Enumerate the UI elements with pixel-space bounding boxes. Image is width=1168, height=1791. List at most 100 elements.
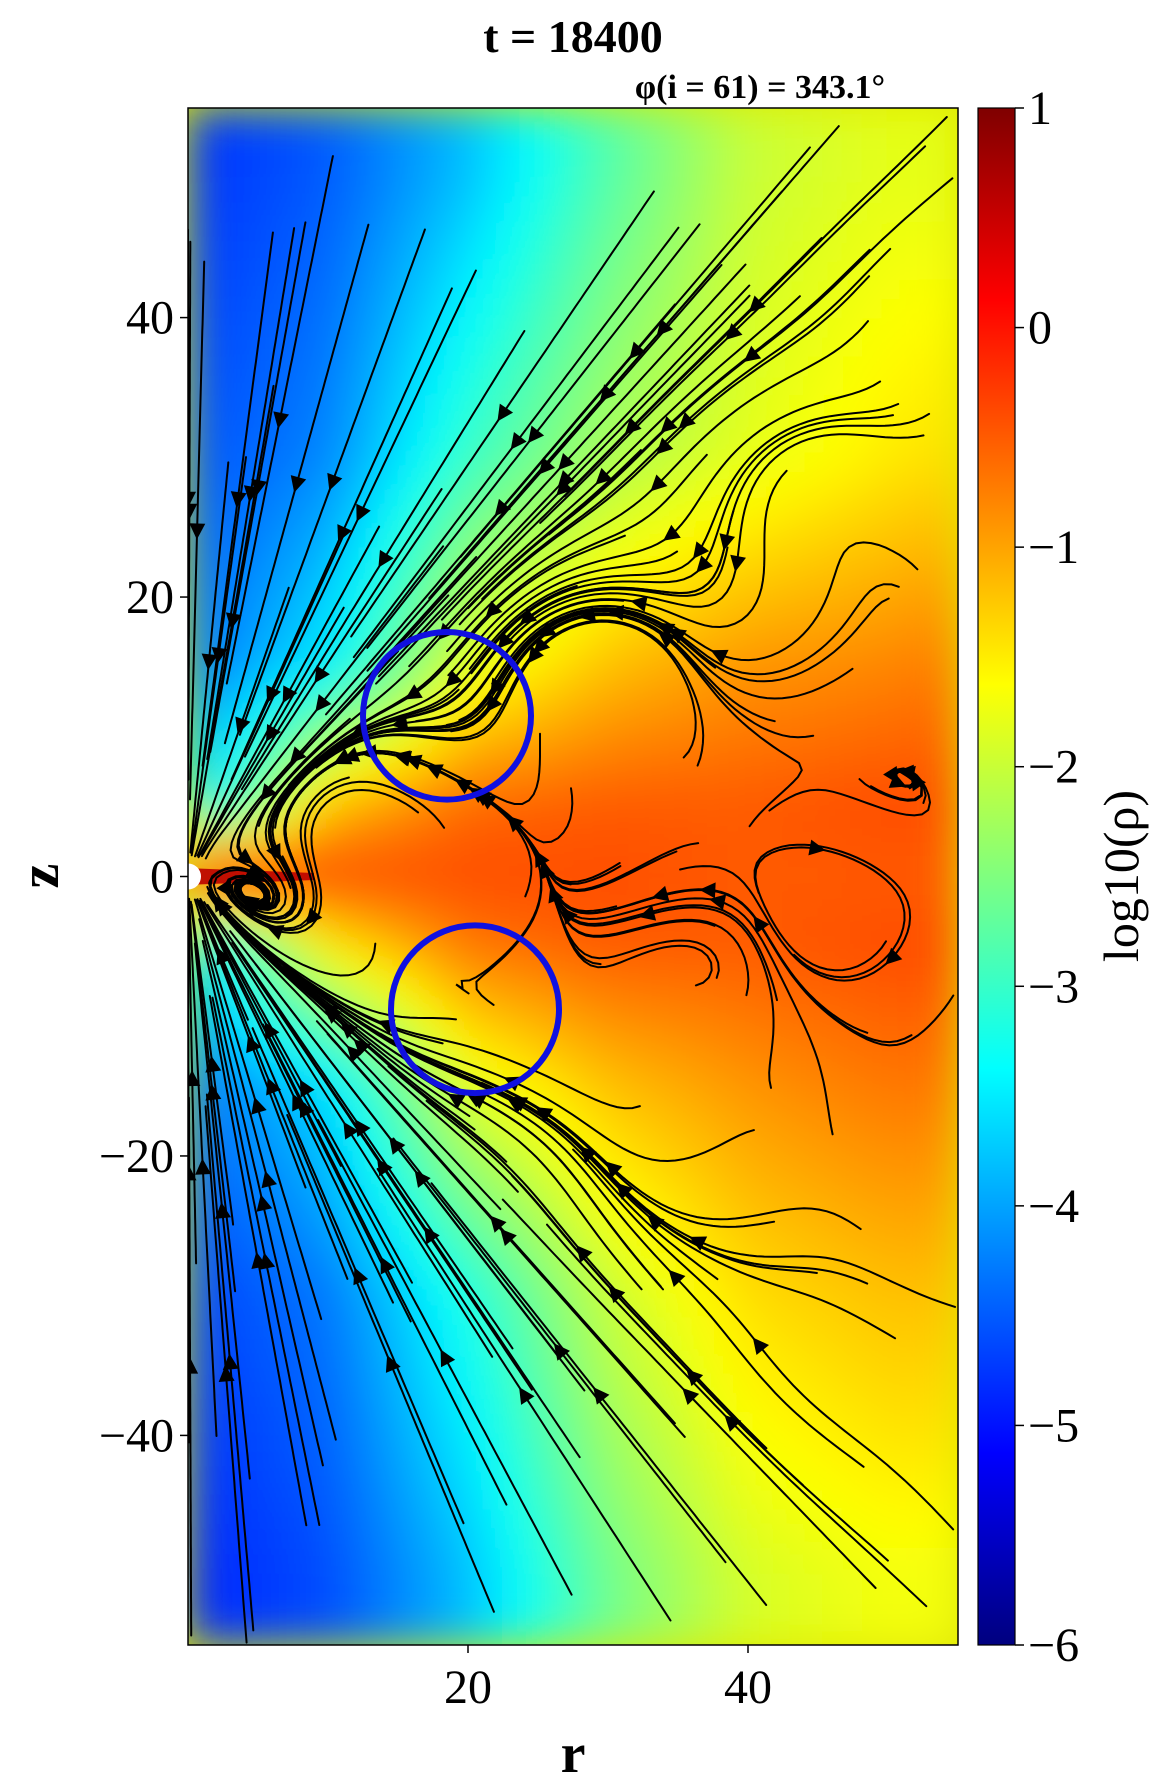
streamline-arrow [189, 523, 206, 540]
heatmap-cell [899, 664, 921, 686]
heatmap-cell [302, 1240, 324, 1262]
heatmap-cell [726, 1298, 748, 1320]
heatmap-cell [341, 664, 363, 686]
heatmap-cell [918, 1259, 940, 1281]
heatmap-cell [783, 1317, 805, 1339]
heatmap-cell [302, 164, 324, 186]
heatmap-cell [687, 1067, 709, 1089]
heatmap-cell [937, 1202, 958, 1224]
heatmap-cell [418, 664, 440, 686]
heatmap-cell [475, 1605, 497, 1627]
heatmap-cell [244, 548, 266, 571]
heatmap-cell [918, 587, 940, 609]
heatmap-cell [437, 395, 459, 417]
heatmap-cell [341, 1317, 363, 1339]
heatmap-cell [437, 1009, 459, 1032]
heatmap-cell [495, 1547, 517, 1570]
heatmap-cell [610, 817, 632, 840]
heatmap-cell [591, 510, 613, 532]
heatmap-cell [283, 452, 305, 475]
heatmap-cell [572, 837, 594, 859]
heatmap-cell [726, 1029, 748, 1051]
heatmap-cell [629, 1355, 651, 1378]
heatmap-cell [764, 875, 786, 897]
streamline-arrow [519, 1387, 535, 1405]
heatmap-cell [899, 222, 921, 244]
heatmap-cell [860, 721, 882, 744]
heatmap-cell [206, 108, 228, 129]
heatmap-cell [764, 1125, 786, 1147]
heatmap-cell [629, 1163, 651, 1185]
heatmap-cell [649, 721, 671, 744]
heatmap-cell [475, 108, 497, 129]
heatmap-cell [668, 568, 690, 590]
streamline-arrow [215, 1202, 231, 1219]
heatmap-cell [783, 1586, 805, 1608]
heatmap-cell [264, 491, 286, 513]
heatmap-cell [880, 510, 902, 532]
heatmap-cell [880, 990, 902, 1012]
heatmap-cell [937, 472, 958, 494]
heatmap-cell [937, 856, 958, 878]
heatmap-cell [726, 837, 748, 859]
heatmap-cell [341, 1432, 363, 1454]
heatmap-cell [225, 1259, 247, 1281]
heatmap-cell [398, 299, 420, 321]
heatmap-cell [321, 625, 343, 647]
heatmap-cell [706, 1567, 728, 1589]
heatmap-cell [918, 741, 940, 763]
heatmap-cell [264, 1125, 286, 1147]
heatmap-cell [841, 1106, 863, 1128]
heatmap-cell [418, 260, 440, 282]
heatmap-cell [341, 375, 363, 398]
heatmap-cell [610, 491, 632, 513]
colorbar-tick-label: −5 [1028, 1399, 1079, 1452]
heatmap-cell [225, 1586, 247, 1608]
streamline-arrow [353, 1039, 371, 1056]
heatmap-cell [437, 1451, 459, 1474]
heatmap-cell [456, 1547, 478, 1570]
heatmap-cell [860, 606, 882, 628]
streamline-arrow [254, 893, 271, 910]
streamline-arrow [753, 915, 770, 934]
heatmap-cell [514, 1009, 536, 1032]
heatmap-cell [418, 1605, 440, 1627]
heatmap-cell [188, 1528, 209, 1550]
heatmap-cell [918, 491, 940, 513]
heatmap-cell [937, 1144, 958, 1166]
heatmap-cell [264, 222, 286, 244]
heatmap-cell [860, 741, 882, 763]
heatmap-cell [475, 990, 497, 1012]
heatmap-cell [360, 260, 382, 282]
heatmap-cell [860, 452, 882, 475]
heatmap-cell [803, 1259, 825, 1281]
heatmap-cell [418, 356, 440, 378]
heatmap-cell [687, 1298, 709, 1320]
heatmap-cell [726, 1586, 748, 1608]
heatmap-cell [321, 126, 343, 148]
heatmap-cell [803, 1375, 825, 1397]
heatmap-cell [533, 145, 555, 167]
heatmap-cell [726, 952, 748, 974]
heatmap-cell [899, 356, 921, 378]
heatmap-cell [860, 1509, 882, 1531]
heatmap-cell [188, 548, 209, 571]
heatmap-cell [860, 587, 882, 609]
streamline-arrow [557, 470, 575, 488]
heatmap-cell [937, 741, 958, 763]
heatmap-cell [360, 913, 382, 936]
heatmap-cell [745, 108, 767, 129]
heatmap-cell [552, 414, 574, 436]
heatmap-cell [360, 1394, 382, 1416]
heatmap-cell [726, 779, 748, 801]
heatmap-cell [610, 990, 632, 1012]
heatmap-cell [206, 1355, 228, 1378]
heatmap-cell [918, 510, 940, 532]
heatmap-cell [475, 856, 497, 878]
heatmap-cell [572, 741, 594, 763]
heatmap-cell [437, 1413, 459, 1435]
heatmap-cell [552, 1375, 574, 1397]
heatmap-cell [341, 798, 363, 820]
heatmap-cell [206, 203, 228, 225]
heatmap-cell [783, 1240, 805, 1262]
